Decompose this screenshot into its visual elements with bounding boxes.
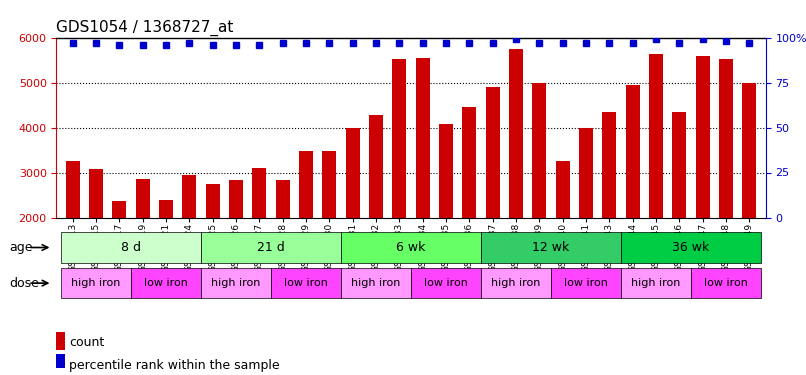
FancyBboxPatch shape <box>341 232 481 262</box>
FancyBboxPatch shape <box>271 268 341 298</box>
Bar <box>229 180 243 308</box>
Text: dose: dose <box>10 277 39 290</box>
Bar <box>625 85 640 308</box>
FancyBboxPatch shape <box>691 268 761 298</box>
Text: 12 wk: 12 wk <box>533 241 570 254</box>
Bar <box>509 49 523 308</box>
Text: percentile rank within the sample: percentile rank within the sample <box>69 359 280 372</box>
Bar <box>276 180 289 308</box>
Bar <box>602 112 617 308</box>
FancyBboxPatch shape <box>481 268 551 298</box>
FancyBboxPatch shape <box>61 232 201 262</box>
Bar <box>89 169 103 308</box>
Bar <box>719 58 733 308</box>
Text: high iron: high iron <box>492 278 541 288</box>
Bar <box>579 128 593 308</box>
Bar <box>393 59 406 308</box>
FancyBboxPatch shape <box>621 268 691 298</box>
Bar <box>206 184 220 308</box>
Bar <box>112 201 127 308</box>
Bar <box>439 124 453 308</box>
Text: high iron: high iron <box>211 278 261 288</box>
Bar <box>369 115 383 308</box>
FancyBboxPatch shape <box>481 232 621 262</box>
Bar <box>533 82 546 308</box>
Bar <box>742 82 756 308</box>
Bar <box>66 161 80 308</box>
Bar <box>346 128 359 308</box>
Bar <box>649 54 663 307</box>
Text: 8 d: 8 d <box>121 241 141 254</box>
Text: count: count <box>69 336 105 349</box>
Bar <box>182 175 197 308</box>
Text: high iron: high iron <box>351 278 401 288</box>
Text: 36 wk: 36 wk <box>672 241 709 254</box>
Bar <box>56 332 65 350</box>
FancyBboxPatch shape <box>411 268 481 298</box>
Bar <box>463 107 476 308</box>
FancyBboxPatch shape <box>131 268 201 298</box>
Text: low iron: low iron <box>285 278 328 288</box>
Text: 21 d: 21 d <box>257 241 285 254</box>
Bar <box>299 152 313 308</box>
Text: low iron: low iron <box>704 278 748 288</box>
Bar <box>555 161 570 308</box>
FancyBboxPatch shape <box>551 268 621 298</box>
Bar <box>672 112 687 308</box>
Text: low iron: low iron <box>564 278 608 288</box>
Bar <box>252 168 267 308</box>
Text: age: age <box>10 241 33 254</box>
Bar <box>322 152 336 308</box>
Bar <box>486 87 500 308</box>
FancyBboxPatch shape <box>61 268 131 298</box>
FancyBboxPatch shape <box>621 232 761 262</box>
Bar <box>159 200 173 308</box>
Text: low iron: low iron <box>424 278 468 288</box>
Text: 6 wk: 6 wk <box>397 241 426 254</box>
FancyBboxPatch shape <box>201 232 341 262</box>
Bar <box>56 354 65 372</box>
Bar <box>696 56 710 308</box>
Bar <box>416 58 430 308</box>
Text: high iron: high iron <box>631 278 681 288</box>
Text: GDS1054 / 1368727_at: GDS1054 / 1368727_at <box>56 20 234 36</box>
FancyBboxPatch shape <box>341 268 411 298</box>
Bar <box>135 179 150 308</box>
Text: low iron: low iron <box>144 278 188 288</box>
FancyBboxPatch shape <box>201 268 271 298</box>
Text: high iron: high iron <box>72 278 121 288</box>
